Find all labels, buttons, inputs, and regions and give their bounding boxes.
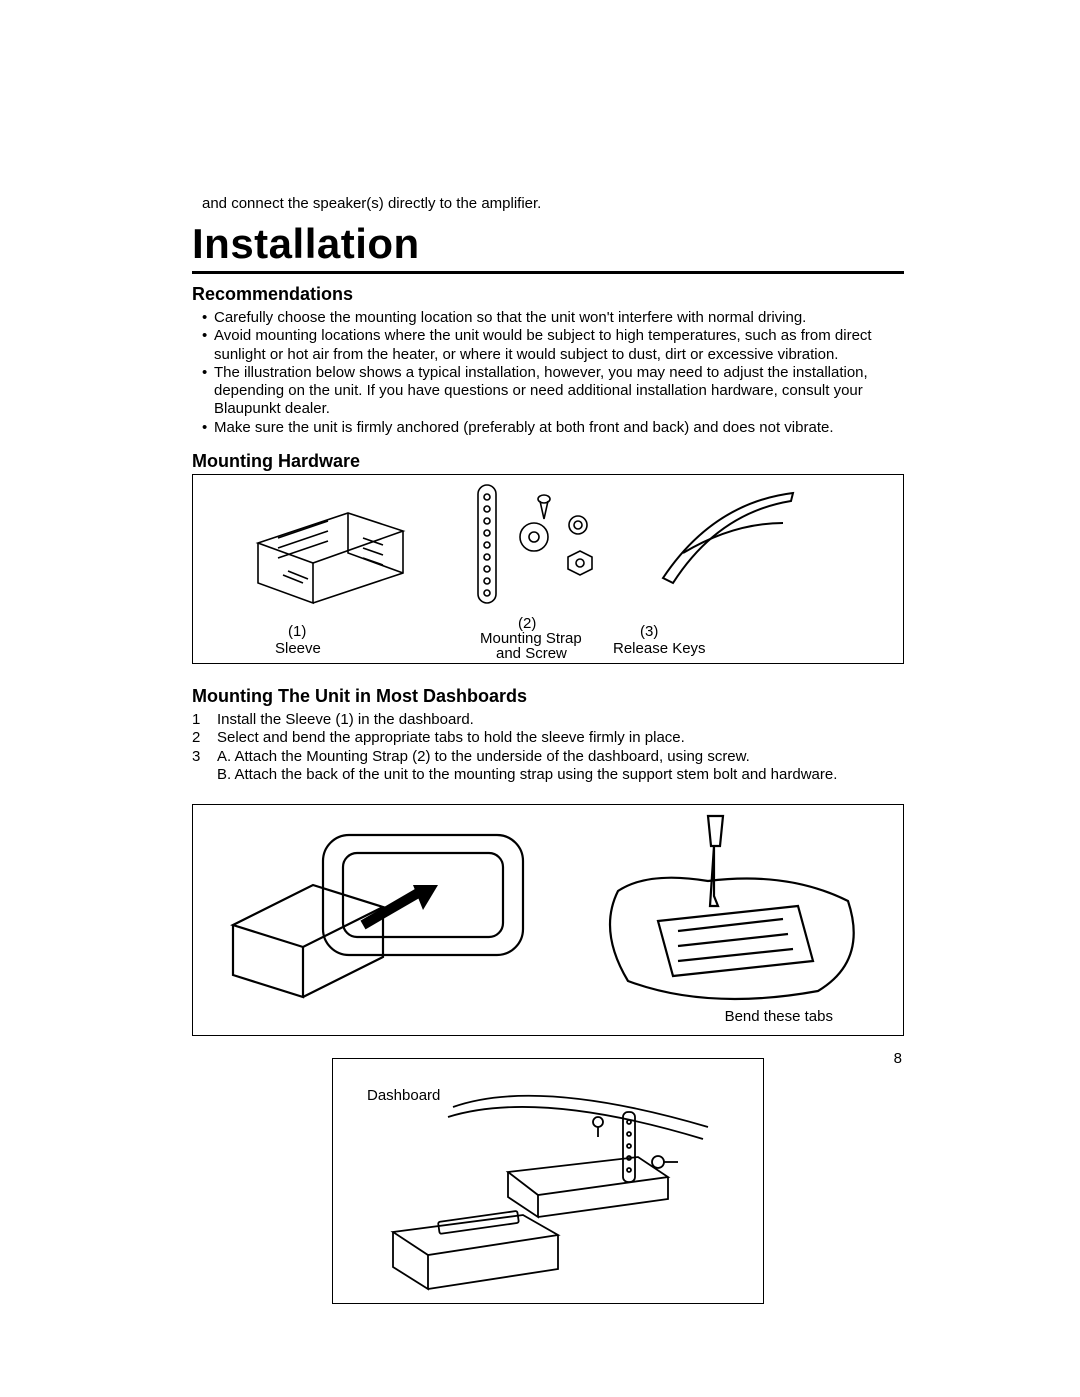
hw-caption-3-num: (3) [640, 623, 658, 640]
mounting-hardware-heading: Mounting Hardware [192, 451, 904, 472]
mounting-steps: 1 Install the Sleeve (1) in the dashboar… [192, 711, 904, 784]
hw-caption-1-num: (1) [288, 623, 306, 640]
step-num: 1 [192, 711, 200, 729]
figure1-caption: Bend these tabs [725, 1008, 833, 1025]
step-3: 3 A. Attach the Mounting Strap (2) to th… [192, 748, 904, 785]
hw-caption-3-label: Release Keys [613, 640, 706, 657]
step-num: 3 [192, 748, 200, 766]
rec-item: Avoid mounting locations where the unit … [202, 327, 904, 364]
hw-caption-1-label: Sleeve [275, 640, 321, 657]
step-text: Select and bend the appropriate tabs to … [217, 729, 685, 746]
sleeve-insert-icon [213, 815, 543, 1025]
step-num: 2 [192, 729, 200, 747]
mounting-unit-heading: Mounting The Unit in Most Dashboards [192, 686, 904, 707]
mounting-hardware-figure: (1) Sleeve (2) Mounting Strap and Screw … [192, 474, 904, 664]
release-keys-icon [653, 483, 813, 603]
figure-dashboard-mount: Dashboard [332, 1058, 764, 1304]
page-title: Installation [192, 220, 904, 274]
rec-item: Carefully choose the mounting location s… [202, 309, 904, 327]
mounting-strap-icon [468, 477, 638, 617]
recommendations-heading: Recommendations [192, 284, 904, 305]
step-text: B. Attach the back of the unit to the mo… [217, 766, 837, 783]
recommendations-list: Carefully choose the mounting location s… [192, 309, 904, 437]
page-number: 8 [894, 1050, 902, 1067]
step-2: 2 Select and bend the appropriate tabs t… [192, 729, 904, 747]
hw-caption-2-label-b: and Screw [496, 645, 567, 662]
step-text: A. Attach the Mounting Strap (2) to the … [217, 748, 750, 765]
figure-sleeve-install: Bend these tabs [192, 804, 904, 1036]
rec-item: The illustration below shows a typical i… [202, 364, 904, 419]
step-text: Install the Sleeve (1) in the dashboard. [217, 711, 474, 728]
step-1: 1 Install the Sleeve (1) in the dashboar… [192, 711, 904, 729]
dashboard-mount-icon [338, 1067, 758, 1297]
tabs-bend-icon [588, 811, 888, 1021]
rec-item: Make sure the unit is firmly anchored (p… [202, 419, 904, 437]
carryover-text: and connect the speaker(s) directly to t… [202, 195, 904, 212]
manual-page: and connect the speaker(s) directly to t… [0, 0, 1080, 1397]
sleeve-icon [233, 483, 423, 613]
